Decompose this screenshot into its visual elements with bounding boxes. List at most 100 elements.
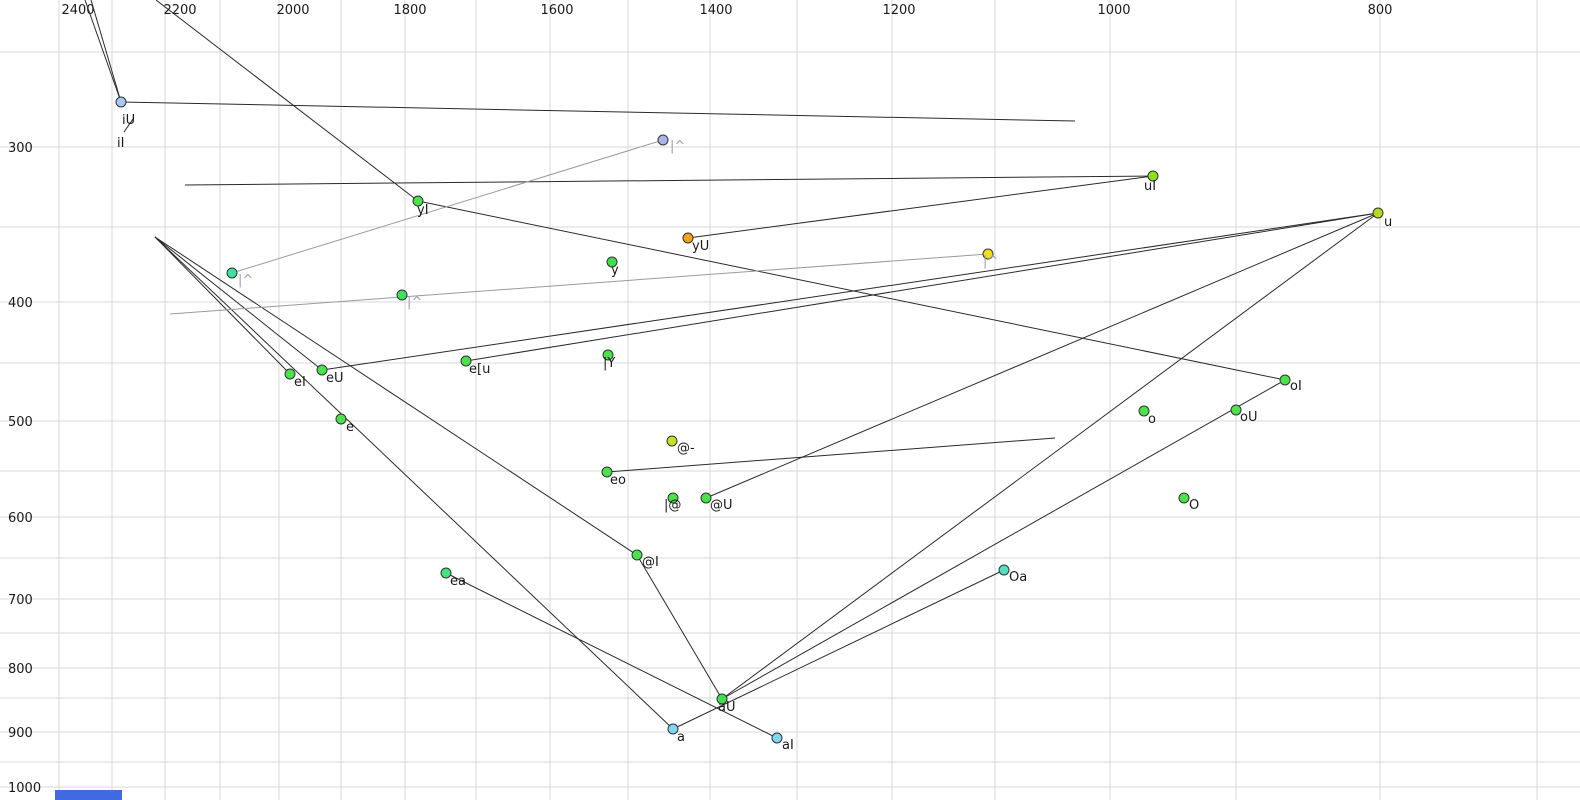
point-label: o (1148, 412, 1156, 427)
trajectory-line (154, 236, 638, 556)
point-label: |^ (238, 273, 253, 288)
point-label: |Y (603, 356, 615, 371)
point-label: yI (417, 203, 429, 218)
x-axis-tick-label: 2400 (61, 3, 94, 18)
trajectory-line (417, 200, 1286, 381)
y-axis-tick-label: 600 (8, 511, 33, 526)
trajectory-line (123, 118, 134, 133)
trajectory-line (721, 212, 1379, 700)
x-axis-tick-label: 1000 (1097, 3, 1130, 18)
trajectory-line (84, 0, 122, 103)
data-point-iU[interactable] (115, 96, 127, 108)
point-label: e[u (469, 362, 490, 377)
trajectory-line (120, 101, 1076, 122)
data-point-|^[interactable] (226, 267, 238, 279)
data-point-aI[interactable] (771, 732, 783, 744)
trajectory-line (721, 379, 1286, 700)
point-label: iI (117, 136, 124, 151)
point-label: aU (718, 700, 735, 715)
x-axis-tick-label: 1600 (540, 3, 573, 18)
point-label: eU (326, 371, 344, 386)
point-label: @I (642, 555, 659, 570)
point-label: |@ (664, 498, 681, 513)
data-point-O[interactable] (1178, 492, 1190, 504)
data-point-e[interactable] (335, 413, 347, 425)
y-axis-tick-label: 1000 (8, 781, 41, 796)
data-point-uI[interactable] (1147, 170, 1159, 182)
data-point-Oa[interactable] (998, 564, 1010, 576)
data-point-eU[interactable] (316, 364, 328, 376)
data-point-a[interactable] (667, 723, 679, 735)
data-point-|^[interactable] (657, 134, 669, 146)
data-point-u[interactable] (1372, 207, 1384, 219)
data-point-aU[interactable] (716, 693, 728, 705)
point-label: @- (677, 441, 695, 456)
trajectory-line (169, 253, 989, 315)
trajectory-line (445, 572, 778, 739)
point-label: eI (294, 375, 306, 390)
point-label: aI (782, 738, 794, 753)
trajectory-line (184, 175, 1154, 186)
y-axis-tick-label: 800 (8, 662, 33, 677)
point-label: yU (692, 239, 709, 254)
data-point-oU[interactable] (1230, 404, 1242, 416)
trajectory-line (687, 175, 1154, 239)
data-point-|^[interactable] (982, 248, 994, 260)
trajectory-line (321, 212, 1379, 371)
data-point-yU[interactable] (682, 232, 694, 244)
data-point-oI[interactable] (1279, 374, 1291, 386)
point-label: u (1384, 215, 1392, 230)
x-axis-tick-label: 2000 (276, 3, 309, 18)
trajectory-line (90, 0, 122, 103)
point-label: y (611, 263, 619, 278)
point-label: oI (1290, 379, 1302, 394)
data-point-|Y[interactable] (602, 349, 614, 361)
data-point-eo[interactable] (601, 466, 613, 478)
data-point-|@[interactable] (667, 492, 679, 504)
trajectory-line (155, 0, 419, 202)
y-axis-tick-label: 300 (8, 141, 33, 156)
trajectory-line (705, 212, 1379, 499)
trajectory-line (636, 554, 723, 700)
x-axis-tick-label: 1200 (882, 3, 915, 18)
x-axis-tick-label: 2200 (163, 3, 196, 18)
data-point-ea[interactable] (440, 567, 452, 579)
data-point-y[interactable] (606, 256, 618, 268)
point-label: iU (122, 113, 135, 128)
point-label: e (346, 420, 354, 435)
point-label: @U (710, 498, 733, 513)
data-point-@U[interactable] (700, 492, 712, 504)
point-label: |^ (670, 139, 685, 154)
point-label: |^ (407, 295, 422, 310)
data-point-|^[interactable] (396, 289, 408, 301)
trajectory-line (154, 236, 674, 730)
data-point-@I[interactable] (631, 549, 643, 561)
y-axis-tick-label: 900 (8, 726, 33, 741)
trajectory-line (606, 437, 1056, 473)
x-axis-tick-label: 1800 (393, 3, 426, 18)
point-label: a (677, 730, 685, 745)
y-axis-tick-label: 400 (8, 296, 33, 311)
point-label: Oa (1009, 570, 1027, 585)
point-label: |^ (983, 254, 998, 269)
data-point-yI[interactable] (412, 195, 424, 207)
data-point-o[interactable] (1138, 405, 1150, 417)
data-point-@-[interactable] (666, 435, 678, 447)
data-point-e[u[interactable] (460, 355, 472, 367)
y-axis-tick-label: 700 (8, 593, 33, 608)
x-axis-tick-label: 1400 (699, 3, 732, 18)
trajectory-line (231, 139, 664, 274)
y-axis-tick-label: 500 (8, 415, 33, 430)
trajectory-line (154, 236, 291, 375)
trajectory-line (154, 236, 323, 371)
point-label: oU (1240, 410, 1257, 425)
trajectory-line (672, 569, 1005, 730)
bottom-blue-bar (55, 790, 122, 800)
point-label: uI (1144, 179, 1156, 194)
point-label: ea (450, 574, 466, 589)
data-point-eI[interactable] (284, 368, 296, 380)
x-axis-tick-label: 800 (1368, 3, 1393, 18)
trajectory-line (465, 212, 1379, 362)
